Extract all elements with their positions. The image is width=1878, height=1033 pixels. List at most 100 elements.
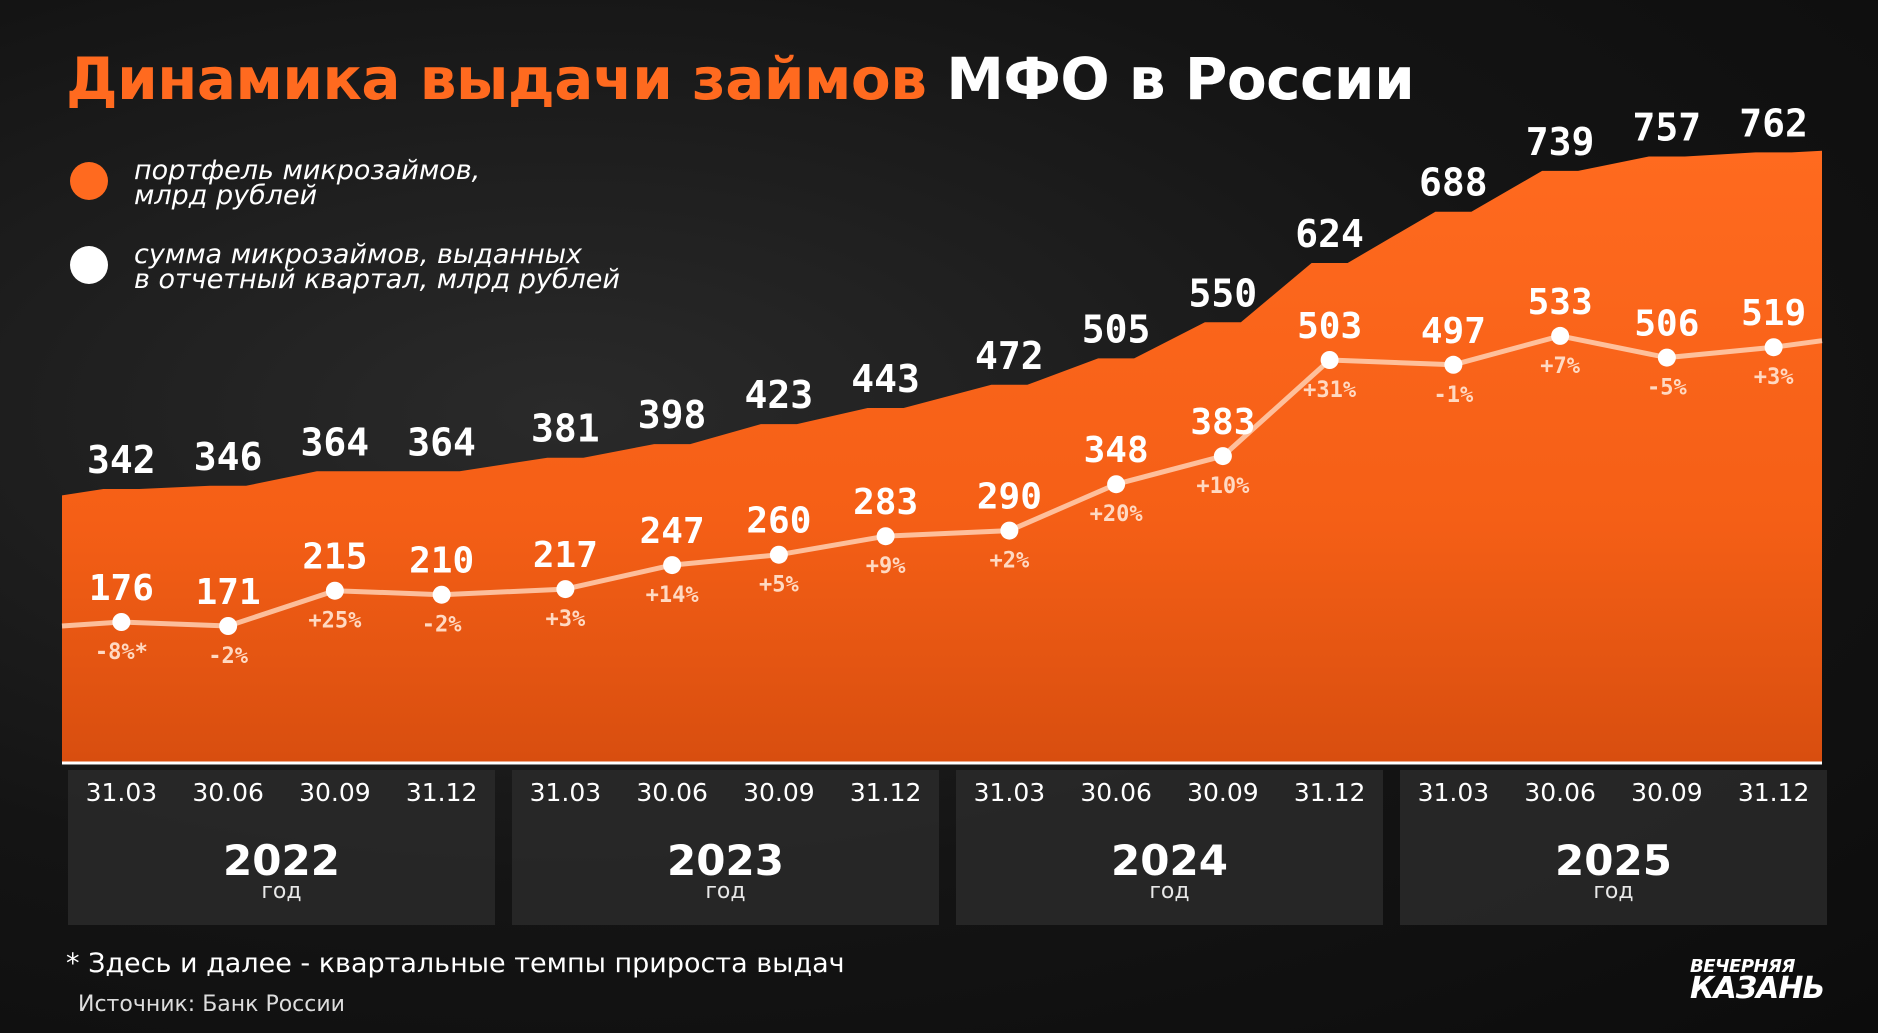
issued-point: [1444, 355, 1463, 374]
issued-value-label: 215: [302, 537, 367, 578]
issued-value-label: 348: [1084, 430, 1149, 471]
issued-value-label: 260: [746, 501, 811, 542]
x-tick-label: 30.06: [192, 778, 264, 807]
portfolio-value-label: 364: [407, 420, 476, 464]
issued-point: [876, 527, 895, 546]
year-word-2022: год: [261, 879, 301, 904]
x-tick-label: 30.06: [636, 778, 708, 807]
issued-value-label: 210: [409, 541, 474, 582]
issued-value-label: 506: [1634, 304, 1699, 345]
logo: ВЕЧЕРНЯЯ КАЗАНЬ: [1690, 957, 1825, 1007]
legend-swatch-portfolio: [70, 162, 108, 200]
growth-label: +10%: [1196, 474, 1250, 499]
x-tick-label: 31.03: [530, 778, 602, 807]
issued-value-label: 533: [1528, 282, 1593, 323]
x-tick-label: 31.03: [974, 778, 1046, 807]
x-tick-label: 31.12: [1294, 778, 1366, 807]
portfolio-value-label: 364: [301, 420, 370, 464]
year-panel-2024: [956, 770, 1383, 925]
issued-point: [1657, 348, 1676, 367]
issued-value-label: 176: [89, 568, 154, 609]
legend-swatch-issued: [70, 246, 108, 284]
growth-label: +5%: [759, 573, 799, 598]
issued-value-label: 383: [1190, 402, 1255, 443]
year-panel-2023: [512, 770, 939, 925]
portfolio-value-label: 342: [87, 438, 156, 482]
portfolio-value-label: 688: [1419, 161, 1488, 205]
portfolio-value-label: 505: [1082, 307, 1151, 351]
growth-label: +20%: [1090, 502, 1144, 527]
year-word-2025: год: [1593, 879, 1633, 904]
portfolio-value-label: 550: [1189, 271, 1258, 315]
issued-point: [1000, 521, 1019, 540]
issued-point: [325, 581, 344, 600]
footnote: * Здесь и далее - квартальные темпы прир…: [66, 948, 845, 979]
year-label-2024: 2024: [1111, 836, 1228, 885]
title-rest: МФО в России: [946, 45, 1415, 113]
issued-point: [432, 585, 451, 604]
title-accent: Динамика выдачи займов: [66, 45, 927, 113]
growth-label: +14%: [646, 583, 700, 608]
x-tick-label: 31.12: [850, 778, 922, 807]
chart-title: Динамика выдачи займов МФО в России: [66, 45, 1415, 113]
issued-point: [663, 556, 682, 575]
growth-label: +3%: [1754, 365, 1794, 390]
portfolio-value-label: 472: [975, 334, 1044, 378]
year-word-2024: год: [1149, 879, 1189, 904]
portfolio-value-label: 398: [638, 393, 707, 437]
portfolio-value-label: 624: [1295, 212, 1364, 256]
growth-label: +25%: [308, 609, 362, 634]
growth-label: -8%*: [95, 640, 148, 665]
portfolio-value-label: 443: [851, 357, 920, 401]
growth-label: -1%: [1434, 383, 1474, 408]
year-label-2022: 2022: [223, 836, 340, 885]
issued-point: [1107, 475, 1126, 494]
x-tick-label: 31.12: [1738, 778, 1810, 807]
growth-label: +31%: [1303, 378, 1357, 403]
issued-value-label: 519: [1741, 293, 1806, 334]
x-tick-label: 30.09: [299, 778, 371, 807]
issued-value-label: 290: [977, 477, 1042, 518]
source-note: Источник: Банк России: [78, 992, 345, 1017]
growth-label: +3%: [546, 607, 586, 632]
portfolio-area: [62, 150, 1822, 764]
issued-value-label: 497: [1421, 311, 1486, 352]
x-tick-label: 30.06: [1524, 778, 1596, 807]
issued-point: [1213, 447, 1232, 466]
issued-point: [219, 617, 238, 635]
year-word-2023: год: [705, 879, 745, 904]
x-tick-label: 30.09: [1187, 778, 1259, 807]
portfolio-value-label: 423: [745, 373, 814, 417]
portfolio-value-label: 346: [194, 435, 263, 479]
x-tick-label: 31.03: [86, 778, 158, 807]
x-tick-label: 31.03: [1418, 778, 1490, 807]
x-tick-label: 30.09: [1631, 778, 1703, 807]
growth-label: -2%: [208, 644, 248, 669]
issued-point: [769, 545, 788, 564]
year-label-2023: 2023: [667, 836, 784, 885]
issued-value-label: 283: [853, 482, 918, 523]
growth-label: +9%: [866, 554, 906, 579]
logo-line-2: КАЗАНЬ: [1690, 971, 1825, 1007]
issued-line: [61, 333, 1823, 629]
issued-point: [112, 613, 131, 631]
growth-label: -5%: [1647, 376, 1687, 401]
issued-point: [1764, 338, 1783, 357]
x-tick-label: 31.12: [406, 778, 478, 807]
issued-point: [556, 580, 575, 599]
issued-value-label: 247: [640, 511, 705, 552]
issued-value-label: 503: [1297, 306, 1362, 347]
portfolio-value-label: 739: [1526, 120, 1595, 164]
legend-item-portfolio: портфель микрозаймов, млрд рублей: [70, 155, 481, 211]
legend-label-portfolio: портфель микрозаймов, млрд рублей: [134, 155, 481, 211]
legend-item-issued: сумма микрозаймов, выданных в отчетный к…: [70, 241, 620, 293]
portfolio-value-label: 762: [1739, 101, 1808, 145]
year-label-2025: 2025: [1555, 836, 1672, 885]
growth-label: +2%: [990, 549, 1030, 574]
x-tick-label: 30.06: [1080, 778, 1152, 807]
year-panel-2022: [68, 770, 495, 925]
growth-label: -2%: [422, 613, 462, 638]
x-tick-label: 30.09: [743, 778, 815, 807]
issued-point: [1551, 326, 1570, 345]
